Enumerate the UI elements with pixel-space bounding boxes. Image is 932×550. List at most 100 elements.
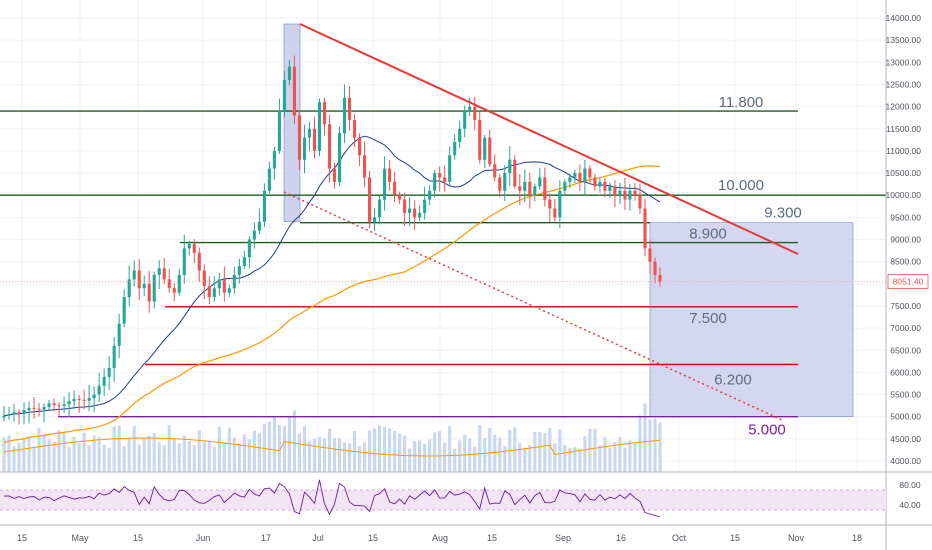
volume-bar	[192, 445, 196, 472]
candle-body	[588, 168, 592, 178]
volume-bar	[638, 415, 642, 472]
candle-body	[538, 177, 542, 187]
volume-bar	[52, 442, 56, 472]
candle-body	[628, 190, 632, 200]
price-tick-label: 9500.00	[890, 212, 921, 222]
volume-bar	[373, 428, 377, 472]
volume-bar	[77, 443, 81, 472]
candlesticks	[2, 55, 662, 425]
volume-bar	[37, 427, 41, 472]
time-axis[interactable]: 15 May 15 Jun 17 Jul 15 Aug 15 Sep 16 Oct 15 Nov 18	[17, 533, 862, 543]
price-axis[interactable]: 14000.00 13500.00 13000.00 12500.00 12000.00…	[886, 13, 929, 510]
rsi-band	[0, 490, 886, 510]
volume-bar	[177, 443, 181, 472]
volume-bar	[423, 443, 427, 472]
projection-boxes	[283, 23, 854, 417]
volume-bar	[282, 425, 286, 472]
candle-body	[152, 274, 156, 302]
volume-bar	[443, 442, 447, 472]
volume-bar	[252, 430, 256, 472]
volume-bar	[498, 437, 502, 472]
rsi-tick-label: 40.00	[899, 500, 921, 510]
volume-bar	[648, 419, 652, 472]
candle-body	[322, 102, 327, 125]
price-tick-label: 13500.00	[886, 35, 922, 45]
volume-bar	[162, 444, 166, 472]
volume-bar	[368, 430, 372, 472]
candle-body	[227, 288, 231, 293]
candle-body	[388, 168, 392, 182]
volume-bar	[2, 437, 6, 472]
price-tick-label: 14000.00	[886, 13, 922, 23]
volume-bar	[187, 441, 191, 472]
time-tick-label: Aug	[432, 533, 448, 543]
volume-bar	[483, 437, 487, 472]
candle-body	[272, 150, 276, 169]
price-tick-label: 6500.00	[890, 345, 921, 355]
candle-body	[62, 404, 66, 407]
volume-bar	[227, 427, 231, 472]
candle-body	[498, 177, 502, 191]
candle-body	[578, 173, 582, 182]
volume-bar	[503, 445, 507, 472]
volume-bar	[458, 440, 462, 472]
candle-body	[262, 190, 266, 222]
candle-body	[362, 155, 367, 178]
projected-trendline	[283, 191, 783, 421]
candle-body	[177, 274, 181, 293]
candle-body	[368, 177, 372, 222]
candle-body	[448, 155, 452, 182]
price-tick-label: 4500.00	[890, 434, 921, 444]
candle-body	[42, 406, 46, 410]
volume-bar	[132, 425, 136, 472]
volume-ma-line	[3, 437, 661, 457]
candle-body	[558, 190, 562, 218]
volume-bar	[47, 439, 51, 472]
candle-body	[383, 168, 387, 200]
volume-bar	[593, 428, 597, 472]
volume-bar	[332, 438, 337, 472]
volume-bar	[242, 434, 246, 472]
moving-averages	[3, 135, 661, 443]
candle-body	[47, 403, 51, 407]
candle-body	[508, 159, 512, 174]
volume-bar	[92, 435, 96, 472]
volume-bar	[337, 438, 342, 472]
candle-body	[483, 137, 487, 160]
volume-bar	[57, 430, 61, 472]
volume-bar	[433, 432, 437, 472]
candle-body	[373, 217, 377, 222]
candle-body	[613, 186, 617, 196]
volume-bar	[568, 448, 572, 472]
candle-body	[398, 195, 402, 200]
volume-bar	[463, 434, 467, 472]
candle-body	[633, 190, 637, 196]
last-price-label: 8051.40	[893, 277, 924, 287]
candle-body	[533, 186, 537, 196]
volume-bar	[448, 425, 452, 472]
candle-body	[147, 283, 151, 302]
price-tick-label: 10500.00	[886, 168, 922, 178]
volume-bar	[543, 433, 547, 472]
time-tick-label: 15	[133, 533, 143, 543]
price-tick-label: 5500.00	[890, 390, 921, 400]
level-label: 9.300	[764, 205, 802, 222]
descending-trendline	[299, 23, 799, 255]
volume-bar	[32, 447, 36, 472]
volume-bar	[82, 432, 86, 472]
candle-body	[438, 173, 442, 178]
volume-bar	[302, 425, 307, 472]
volume-bar	[212, 447, 216, 472]
volume-bar	[207, 440, 211, 472]
candle-body	[122, 297, 126, 324]
price-tick-label: 13000.00	[886, 57, 922, 67]
price-tick-label: 4000.00	[890, 456, 921, 466]
candle-body	[107, 367, 111, 377]
volume-bar	[197, 430, 201, 472]
volume-bar	[583, 436, 587, 472]
candle-body	[312, 128, 317, 151]
volume-bar	[7, 435, 11, 472]
candle-body	[443, 177, 447, 182]
